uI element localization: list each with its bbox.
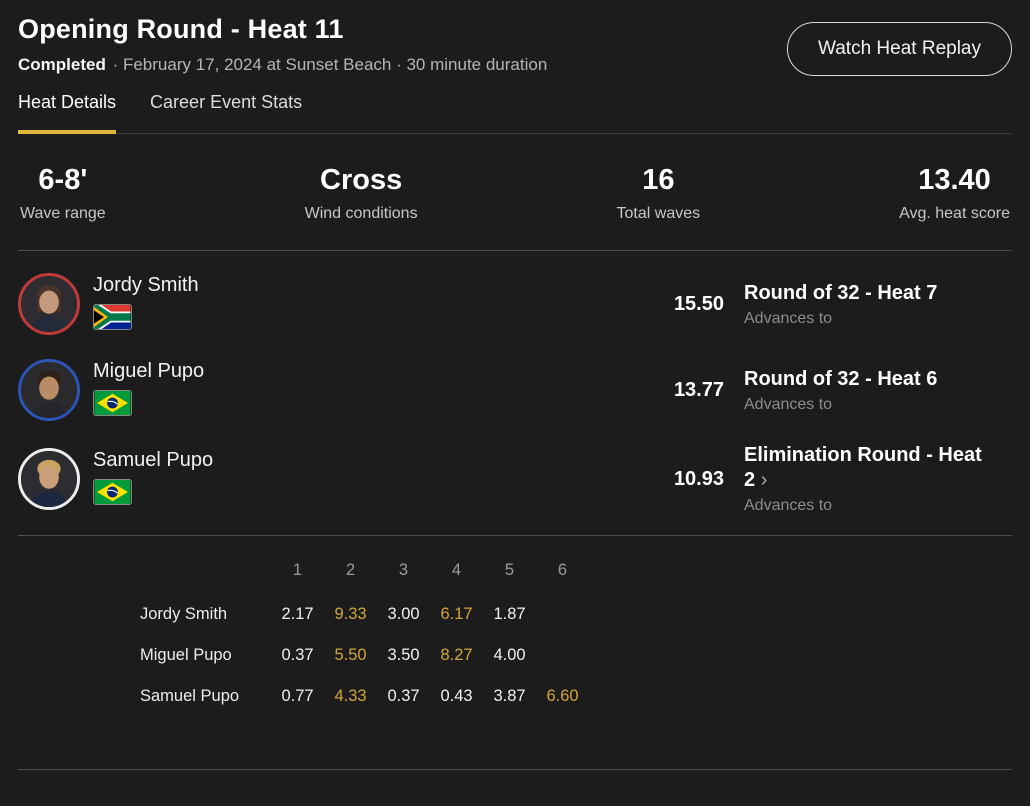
- stat-label: Wave range: [20, 205, 106, 222]
- stat-total-waves: 16 Total waves: [617, 164, 701, 223]
- wave-column-header: 6: [557, 560, 568, 579]
- stat-wind-conditions: Cross Wind conditions: [305, 164, 418, 223]
- advance-block: Round of 32 - Heat 6 Advances to: [744, 367, 1012, 414]
- surfer-photo: [21, 362, 77, 418]
- status-badge: Completed: [18, 55, 106, 74]
- wave-scores-table: 1 2 3 4 5 6 Jordy Smith 2.17 9.33 3.00 6…: [140, 552, 1012, 717]
- surfer-total-score: 13.77: [673, 378, 724, 401]
- stat-value: 13.40: [918, 164, 991, 196]
- chevron-right-icon: ›: [760, 469, 768, 491]
- wave-table-row: Samuel Pupo 0.77 4.33 0.37 0.43 3.87 6.6…: [140, 676, 1012, 717]
- stat-value: 16: [642, 164, 675, 196]
- wave-row-surfer-name: Jordy Smith: [140, 605, 228, 623]
- tab-career-event-stats[interactable]: Career Event Stats: [150, 92, 303, 112]
- wave-score: 0.77: [281, 687, 314, 705]
- tab-heat-details[interactable]: Heat Details: [18, 92, 117, 134]
- wave-score: 4.00: [493, 646, 526, 664]
- wave-score: 9.33: [334, 605, 367, 623]
- wave-column-header: 4: [451, 560, 462, 579]
- divider: [18, 769, 1012, 770]
- advance-block: Elimination Round - Heat 2 › Advances to: [744, 443, 1012, 515]
- heat-stats-row: 6-8' Wave range Cross Wind conditions 16…: [18, 164, 1012, 223]
- divider: [18, 250, 1012, 251]
- wave-score: 0.43: [440, 687, 473, 705]
- wave-score: 5.50: [334, 646, 367, 664]
- surfer-results-list: Jordy Smith 15.50 Round of 32 - Heat: [18, 251, 1012, 515]
- surfer-total-score: 15.50: [673, 292, 724, 315]
- advances-to-label: Advances to: [744, 309, 833, 327]
- wave-score: 6.60: [546, 687, 579, 705]
- brazil-flag-icon: [93, 390, 132, 416]
- advance-round-text: Round of 32 - Heat 7: [744, 281, 938, 304]
- wave-row-surfer-name: Samuel Pupo: [140, 687, 240, 705]
- heat-meta: Completed · February 17, 2024 at Sunset …: [18, 55, 547, 75]
- advance-round: Round of 32 - Heat 7: [744, 281, 984, 306]
- surfer-name[interactable]: Miguel Pupo: [93, 360, 205, 382]
- avatar[interactable]: [18, 448, 80, 510]
- stat-value: Cross: [320, 164, 403, 196]
- wave-score: 0.37: [281, 646, 314, 664]
- wave-score: 3.50: [387, 646, 420, 664]
- surfer-photo: [21, 451, 77, 507]
- wave-row-surfer-name: Miguel Pupo: [140, 646, 232, 664]
- page-title: Opening Round - Heat 11: [18, 14, 344, 44]
- header-text-block: Opening Round - Heat 11 Completed · Febr…: [18, 14, 547, 75]
- wave-score: 2.17: [281, 605, 314, 623]
- surfer-name[interactable]: Samuel Pupo: [93, 449, 214, 471]
- wave-column-header: 3: [398, 560, 409, 579]
- heat-meta-text: · February 17, 2024 at Sunset Beach · 30…: [112, 55, 548, 74]
- surfer-row-jordy-smith: Jordy Smith 15.50 Round of 32 - Heat: [18, 271, 1012, 337]
- surfer-row-miguel-pupo: Miguel Pupo 13.77 Round of 32 - Heat 6 A…: [18, 357, 1012, 423]
- wave-column-header: 1: [292, 560, 303, 579]
- wave-score: 8.27: [440, 646, 473, 664]
- surfer-row-samuel-pupo: Samuel Pupo 10.93 Elimination Round - He…: [18, 443, 1012, 515]
- advances-to-label: Advances to: [744, 395, 833, 413]
- surfer-info: Jordy Smith: [93, 274, 199, 334]
- tab-bar: Heat Details Career Event Stats: [18, 92, 1012, 134]
- advances-to-label: Advances to: [744, 497, 833, 514]
- brazil-flag-icon: [93, 479, 132, 505]
- advance-round-link[interactable]: Elimination Round - Heat 2 ›: [744, 443, 984, 493]
- stat-label: Avg. heat score: [899, 205, 1010, 222]
- wave-column-header: 5: [504, 560, 515, 579]
- surfer-total-score: 10.93: [673, 467, 724, 490]
- watch-heat-replay-button[interactable]: Watch Heat Replay: [787, 22, 1012, 76]
- divider: [18, 535, 1012, 536]
- wave-table-row: Miguel Pupo 0.37 5.50 3.50 8.27 4.00: [140, 635, 1012, 676]
- surfer-info: Samuel Pupo: [93, 449, 213, 509]
- stat-wave-range: 6-8' Wave range: [20, 164, 106, 223]
- advance-round: Round of 32 - Heat 6: [744, 367, 984, 392]
- wave-score: 6.17: [440, 605, 473, 623]
- advance-block: Round of 32 - Heat 7 Advances to: [744, 281, 1012, 328]
- wave-score: 3.87: [493, 687, 526, 705]
- advance-round-text: Round of 32 - Heat 6: [744, 367, 938, 390]
- stat-value: 6-8': [38, 164, 88, 196]
- surfer-info: Miguel Pupo: [93, 360, 204, 420]
- stat-label: Wind conditions: [304, 205, 418, 222]
- stat-avg-heat-score: 13.40 Avg. heat score: [899, 164, 1010, 223]
- wave-score: 4.33: [334, 687, 367, 705]
- south-africa-flag-icon: [93, 304, 132, 330]
- wave-table-row: Jordy Smith 2.17 9.33 3.00 6.17 1.87: [140, 594, 1012, 635]
- wave-score: 0.37: [387, 687, 420, 705]
- advance-round-text: Elimination Round - Heat 2: [744, 444, 982, 491]
- wave-score: 3.00: [387, 605, 420, 623]
- wave-column-header: 2: [345, 560, 356, 579]
- avatar[interactable]: [18, 359, 80, 421]
- avatar[interactable]: [18, 273, 80, 335]
- wave-table-header-row: 1 2 3 4 5 6: [140, 552, 1012, 588]
- header: Opening Round - Heat 11 Completed · Febr…: [18, 14, 1012, 76]
- wave-score: 1.87: [493, 605, 526, 623]
- surfer-photo: [21, 276, 77, 332]
- surfer-name[interactable]: Jordy Smith: [93, 274, 199, 296]
- stat-label: Total waves: [616, 205, 701, 222]
